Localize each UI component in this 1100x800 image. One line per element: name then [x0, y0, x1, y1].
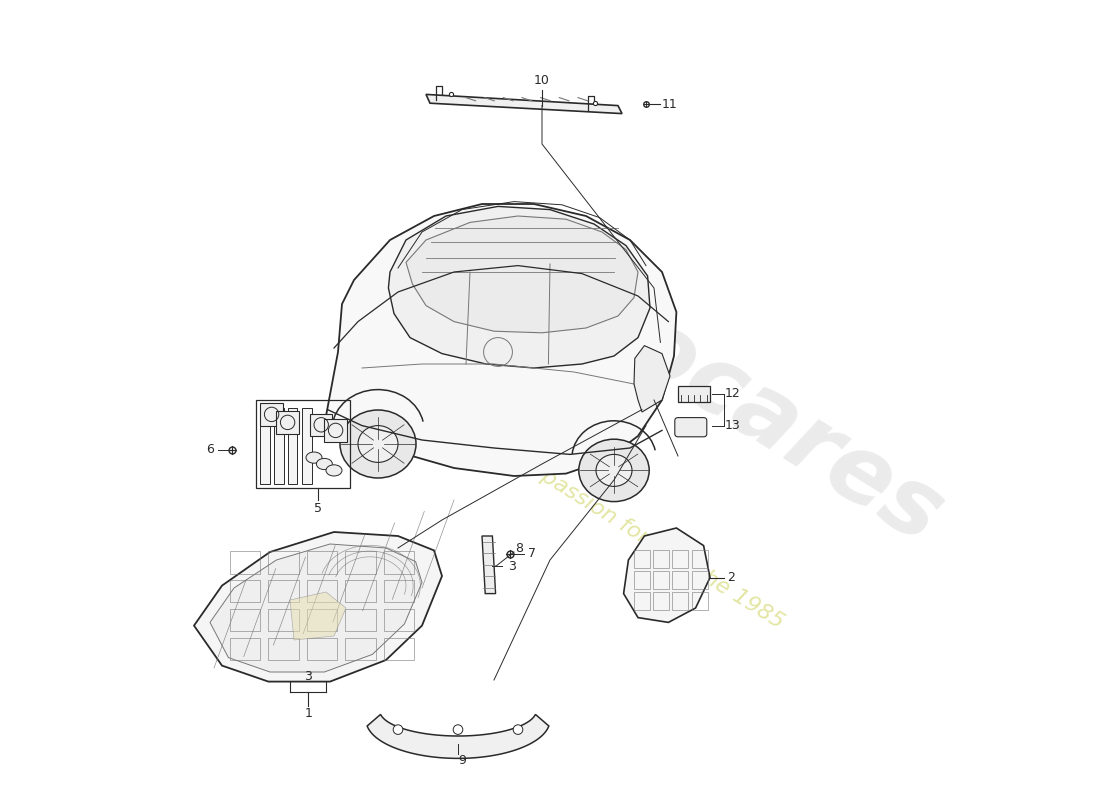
Polygon shape: [276, 411, 299, 434]
Text: 1: 1: [305, 707, 312, 720]
Text: a passion for porsche 1985: a passion for porsche 1985: [520, 455, 788, 633]
Text: 10: 10: [535, 74, 550, 86]
Polygon shape: [210, 544, 422, 672]
Text: 2: 2: [727, 571, 735, 584]
Polygon shape: [302, 408, 311, 484]
Polygon shape: [326, 204, 676, 476]
Text: 12: 12: [725, 387, 740, 400]
Text: 8: 8: [516, 542, 524, 555]
Circle shape: [453, 725, 463, 734]
Text: 7: 7: [528, 547, 536, 560]
Text: 11: 11: [662, 98, 678, 110]
Polygon shape: [261, 408, 270, 484]
Polygon shape: [194, 532, 442, 682]
Text: 9: 9: [458, 754, 466, 766]
Polygon shape: [324, 419, 346, 442]
Ellipse shape: [579, 439, 649, 502]
Polygon shape: [406, 216, 638, 333]
Ellipse shape: [326, 465, 342, 476]
Ellipse shape: [596, 454, 632, 486]
Polygon shape: [388, 206, 650, 368]
Polygon shape: [261, 403, 283, 426]
Ellipse shape: [306, 452, 322, 463]
Text: 3: 3: [508, 560, 516, 573]
Polygon shape: [274, 408, 284, 484]
FancyBboxPatch shape: [674, 418, 707, 437]
Text: 6: 6: [206, 443, 213, 456]
Polygon shape: [426, 94, 621, 114]
Polygon shape: [367, 714, 549, 758]
Polygon shape: [634, 346, 670, 412]
Circle shape: [393, 725, 403, 734]
Text: 3: 3: [305, 670, 312, 682]
Text: eurocares: eurocares: [461, 205, 959, 563]
Polygon shape: [290, 592, 346, 640]
Text: 13: 13: [725, 419, 740, 432]
Polygon shape: [310, 414, 332, 436]
Polygon shape: [287, 408, 297, 484]
Polygon shape: [482, 536, 496, 594]
Ellipse shape: [358, 426, 398, 462]
Ellipse shape: [340, 410, 416, 478]
Ellipse shape: [317, 458, 332, 470]
Polygon shape: [678, 386, 710, 402]
Polygon shape: [624, 528, 710, 622]
Text: 5: 5: [314, 502, 322, 514]
Circle shape: [514, 725, 522, 734]
